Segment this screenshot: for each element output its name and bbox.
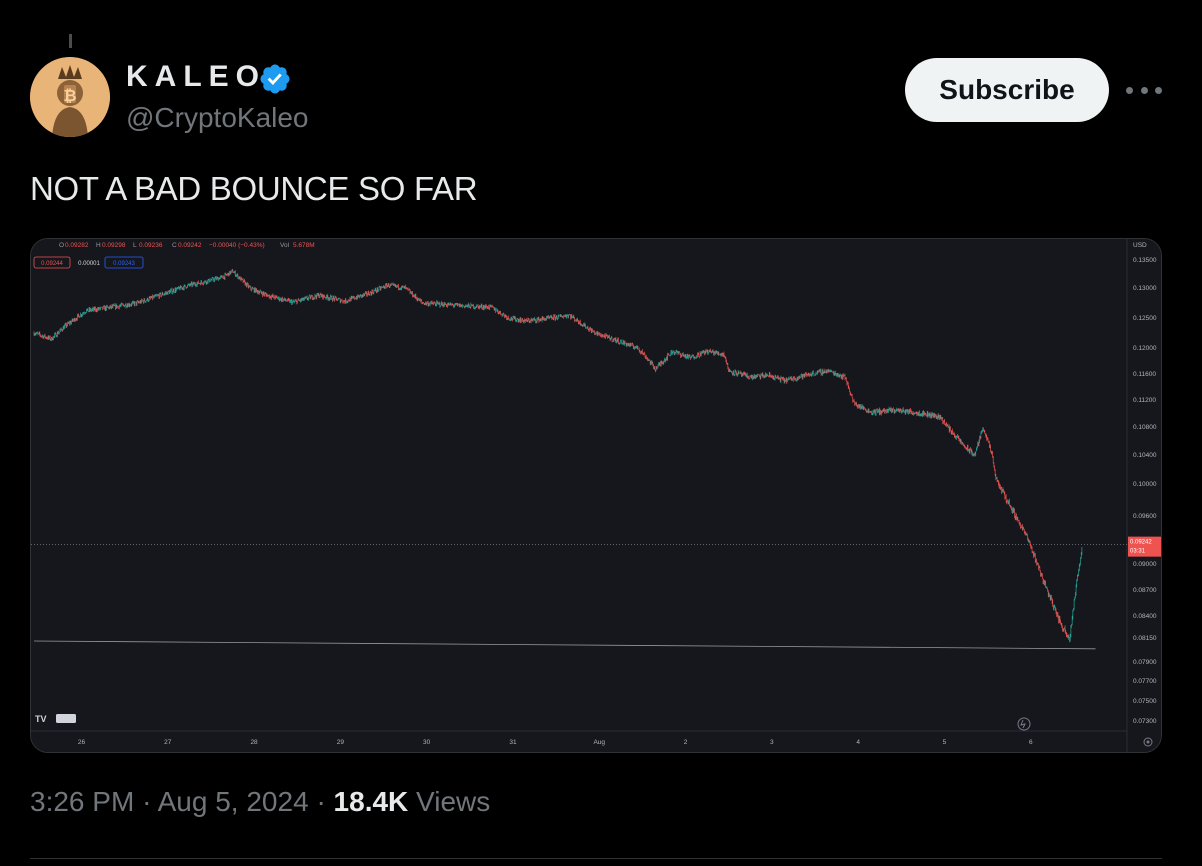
legend-high-key: H (96, 242, 101, 249)
time-tick-label: Aug (593, 739, 605, 746)
current-price-tag: 0.09242 03:31 (1128, 536, 1161, 557)
legend-open-value: 0.09282 (65, 242, 89, 249)
views-count: 18.4K (333, 786, 409, 817)
sell-price: 0.09244 (41, 261, 63, 267)
buy-button[interactable] (104, 256, 144, 269)
pro-badge (56, 714, 76, 723)
current-price-tag-bg (1128, 536, 1161, 557)
time-tick-label: 27 (164, 739, 172, 746)
buy-price: 0.09243 (113, 261, 135, 267)
tv-watermark: TV (35, 714, 47, 724)
price-tick-label: 0.11200 (1133, 397, 1156, 404)
time-tick-label: 5 (943, 739, 947, 746)
price-tick-label: 0.08700 (1133, 587, 1157, 594)
price-tick-label: 0.12500 (1133, 315, 1157, 322)
meta-separator: · (316, 786, 326, 817)
price-tick-label: 0.07300 (1133, 718, 1157, 725)
trade-buttons[interactable]: 0.09244 0.00001 0.09243 (33, 256, 144, 269)
spread-value: 0.00001 (78, 261, 100, 267)
time-tick-label: 29 (337, 739, 345, 746)
more-dot (1140, 86, 1148, 94)
more-horizontal-icon[interactable] (1126, 78, 1162, 102)
tweet-text: NOT A BAD BOUNCE SO FAR (30, 170, 478, 207)
time-tick-label: 3 (770, 739, 774, 746)
countdown-value: 03:31 (1130, 549, 1146, 555)
legend-low-key: L (133, 242, 137, 249)
legend-volume-value: 5.678M (293, 242, 315, 249)
price-tick-label: 0.07700 (1133, 678, 1157, 685)
current-price-value: 0.09242 (1130, 540, 1152, 546)
verified-badge-icon[interactable] (258, 62, 292, 96)
avatar-image: ₿ (30, 57, 110, 137)
settings-gear-icon[interactable] (1143, 737, 1153, 747)
price-tick-label: 0.08400 (1133, 613, 1157, 620)
price-tick-label: 0.13000 (1133, 285, 1157, 292)
svg-text:₿: ₿ (63, 87, 76, 105)
chart-lines (31, 544, 1127, 650)
tweet-date[interactable]: Aug 5, 2024 (157, 786, 309, 817)
subscribe-button[interactable]: Subscribe (905, 58, 1109, 122)
time-tick-label: 2 (684, 739, 688, 746)
time-tick-label: 31 (509, 739, 517, 746)
price-chart: O 0.09282 H 0.09298 L 0.09236 C 0.09242 … (31, 239, 1161, 752)
legend-close-value: 0.09242 (178, 242, 202, 249)
more-dot (1126, 86, 1133, 94)
price-tick-label: 0.11600 (1133, 371, 1156, 378)
price-tick-label: 0.10400 (1133, 452, 1157, 459)
replay-icon[interactable] (1017, 717, 1031, 731)
views-label: Views (416, 786, 491, 817)
tweet-media-chart[interactable]: O 0.09282 H 0.09298 L 0.09236 C 0.09242 … (30, 238, 1162, 753)
thread-connector-line (69, 34, 72, 48)
legend-open-key: O (59, 242, 64, 249)
price-tick-label: 0.09600 (1133, 513, 1157, 520)
time-tick-label: 4 (856, 739, 860, 746)
author-handle[interactable]: @CryptoKaleo (126, 102, 309, 133)
time-tick-label: 28 (250, 739, 258, 746)
support-trend-line (33, 640, 1096, 650)
price-tick-label: 0.10000 (1133, 481, 1157, 488)
price-tick-label: 0.07500 (1133, 698, 1157, 705)
avatar[interactable]: ₿ (30, 57, 110, 137)
price-tick-label: 0.13500 (1133, 257, 1157, 264)
author-display-name[interactable]: KALEO (126, 60, 266, 93)
time-tick-label: 6 (1029, 739, 1033, 746)
candlestick-series (33, 268, 1083, 643)
price-tick-label: 0.08150 (1133, 635, 1157, 642)
legend-change: −0.00040 (−0.43%) (209, 242, 265, 249)
price-tick-label: 0.09000 (1133, 561, 1157, 568)
tradingview-logo: TV (35, 714, 76, 724)
time-tick-label: 30 (423, 739, 431, 746)
price-tick-label: 0.12000 (1133, 345, 1157, 352)
meta-separator: · (142, 786, 152, 817)
ohlc-legend: O 0.09282 H 0.09298 L 0.09236 C 0.09242 … (59, 242, 315, 249)
bottom-divider (30, 858, 1162, 859)
legend-close-key: C (172, 242, 177, 249)
chart-background (31, 239, 1161, 752)
price-tick-label: 0.07900 (1133, 659, 1157, 666)
time-axis: 26 27 28 29 30 31 Aug 2 3 4 5 6 (78, 739, 1033, 746)
price-tick-label: 0.10800 (1133, 424, 1157, 431)
currency-label: USD (1133, 242, 1147, 249)
more-dot (1155, 86, 1162, 94)
tweet-time[interactable]: 3:26 PM (30, 786, 135, 817)
legend-high-value: 0.09298 (102, 242, 126, 249)
time-tick-label: 26 (78, 739, 86, 746)
sell-button[interactable] (33, 256, 71, 269)
tweet-meta: 3:26 PM · Aug 5, 2024 · 18.4K Views (30, 786, 490, 818)
legend-low-value: 0.09236 (139, 242, 163, 249)
legend-volume-key: Vol (280, 242, 290, 249)
price-axis: USD 0.13500 0.13000 0.12500 0.12000 0.11600 0… (1133, 242, 1157, 725)
